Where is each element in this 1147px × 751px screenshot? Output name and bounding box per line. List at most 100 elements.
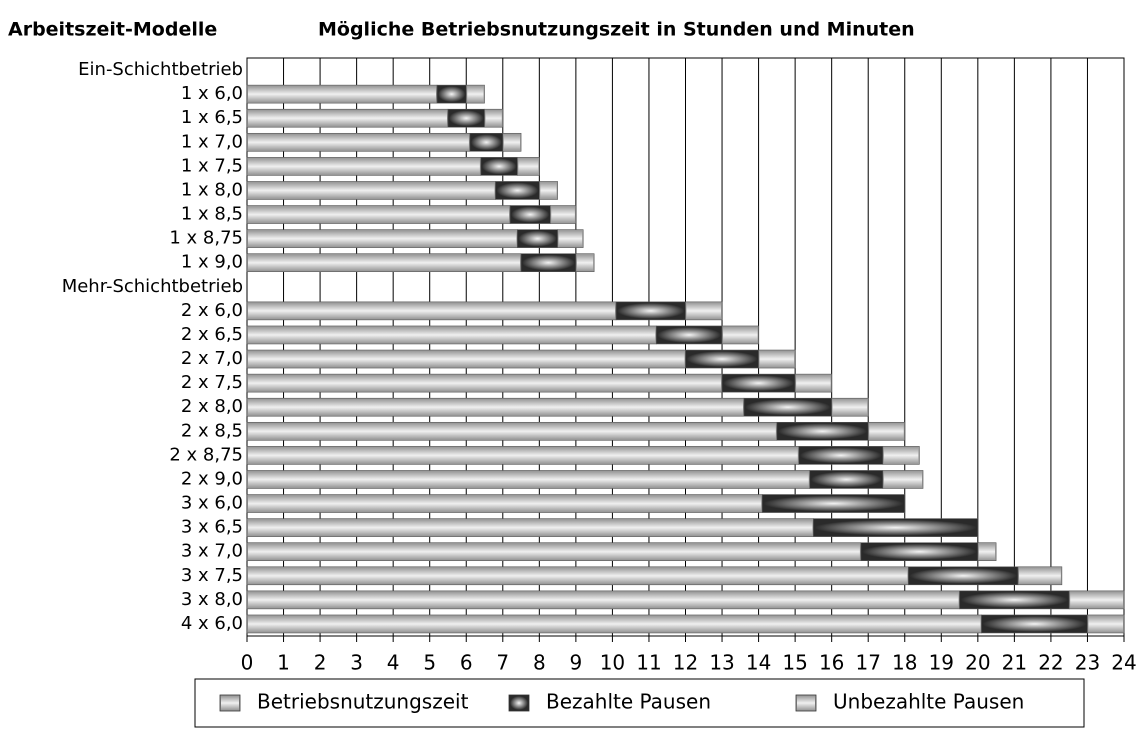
bar-shine — [485, 110, 502, 127]
y-tick-label: 3 x 7,5 — [181, 565, 243, 586]
bar-shine — [522, 254, 575, 271]
x-tick-label: 23 — [1075, 651, 1100, 675]
bar-shine — [248, 423, 776, 440]
bar-shine — [832, 399, 868, 416]
legend-swatch-shine — [510, 696, 528, 710]
bar-shine — [763, 495, 904, 512]
y-tick-label: Ein-Schichtbetrieb — [78, 59, 243, 80]
bar-shine — [248, 351, 685, 368]
bar-shine — [883, 447, 919, 464]
bar-shine — [248, 326, 656, 343]
y-tick-label: 3 x 6,0 — [181, 493, 243, 514]
x-tick-label: 7 — [496, 651, 509, 675]
bar-shine — [657, 326, 722, 343]
bar-shine — [723, 326, 758, 343]
bar-shine — [810, 471, 882, 488]
x-tick-label: 2 — [314, 651, 327, 675]
x-tick-label: 13 — [709, 651, 734, 675]
bar-shine — [777, 423, 868, 440]
y-tick-label: 1 x 6,5 — [181, 107, 243, 128]
bar-shine — [744, 399, 831, 416]
bar-shine — [861, 543, 977, 560]
bar-shine — [686, 351, 758, 368]
legend-box — [194, 678, 1085, 728]
bar-shine — [759, 351, 795, 368]
bar-shine — [248, 471, 809, 488]
y-tick-label: 1 x 7,0 — [181, 131, 243, 152]
bar-shine — [909, 567, 1018, 584]
y-tick-label: 2 x 9,0 — [181, 468, 243, 489]
legend-label: Bezahlte Pausen — [546, 690, 711, 714]
x-tick-label: 0 — [241, 651, 254, 675]
bar-shine — [576, 254, 594, 271]
bar-shine — [960, 591, 1069, 608]
y-tick-label: 2 x 8,5 — [181, 420, 243, 441]
legend-swatch-shine — [221, 696, 239, 710]
x-tick-label: 18 — [892, 651, 917, 675]
y-tick-label: 2 x 8,75 — [169, 444, 243, 465]
x-tick-label: 12 — [673, 651, 698, 675]
bar-shine — [1070, 591, 1123, 608]
x-tick-label: 11 — [636, 651, 661, 675]
bar-shine — [448, 110, 484, 127]
bar-shine — [248, 230, 517, 247]
y-tick-label: 3 x 8,0 — [181, 589, 243, 610]
y-tick-label: 2 x 7,5 — [181, 372, 243, 393]
bar-shine — [883, 471, 923, 488]
x-tick-label: 5 — [423, 651, 436, 675]
y-axis-label: Arbeitszeit-Modelle — [8, 19, 217, 41]
bar-shine — [248, 615, 981, 632]
x-tick-label: 9 — [570, 651, 583, 675]
y-tick-label: 3 x 7,0 — [181, 541, 243, 562]
bar-shine — [248, 206, 510, 223]
bar-shine — [686, 302, 722, 319]
x-tick-label: 8 — [533, 651, 546, 675]
y-tick-label: 1 x 8,5 — [181, 204, 243, 225]
x-tick-label: 15 — [782, 651, 807, 675]
bar-shine — [248, 495, 762, 512]
y-tick-label: 1 x 8,75 — [169, 228, 243, 249]
x-tick-label: 22 — [1038, 651, 1063, 675]
y-tick-label: 2 x 7,0 — [181, 348, 243, 369]
bar-shine — [723, 375, 795, 392]
bar-shine — [982, 615, 1087, 632]
bar-shine — [814, 519, 977, 536]
bar-shine — [248, 302, 616, 319]
x-tick-label: 3 — [350, 651, 363, 675]
y-tick-label: 3 x 6,5 — [181, 517, 243, 538]
y-tick-label: Mehr-Schichtbetrieb — [62, 276, 243, 297]
bar-shine — [438, 86, 466, 103]
bar-shine — [518, 158, 539, 175]
bar-shine — [248, 543, 860, 560]
x-tick-label: 6 — [460, 651, 473, 675]
x-tick-label: 21 — [1002, 651, 1027, 675]
y-tick-label: 1 x 7,5 — [181, 155, 243, 176]
bar-shine — [248, 134, 469, 151]
y-tick-label: 1 x 8,0 — [181, 179, 243, 200]
x-tick-label: 17 — [855, 651, 880, 675]
legend-swatch-shine — [797, 696, 815, 710]
bar-shine — [248, 447, 798, 464]
x-tick-label: 4 — [387, 651, 400, 675]
bar-shine — [248, 254, 521, 271]
bar-shine — [481, 158, 517, 175]
x-tick-label: 16 — [819, 651, 844, 675]
x-tick-label: 10 — [600, 651, 625, 675]
y-tick-label: 2 x 8,0 — [181, 396, 243, 417]
bar-shine — [518, 230, 557, 247]
x-tick-label: 24 — [1111, 651, 1136, 675]
bar-shine — [248, 519, 813, 536]
bar-shine — [503, 134, 521, 151]
bar-shine — [1088, 615, 1123, 632]
bar-shine — [467, 86, 484, 103]
y-tick-label: 1 x 6,0 — [181, 83, 243, 104]
bar-shine — [496, 182, 539, 199]
x-tick-label: 20 — [965, 651, 990, 675]
bar-shine — [869, 423, 904, 440]
y-tick-label: 2 x 6,5 — [181, 324, 243, 345]
bar-shine — [551, 206, 575, 223]
bar-shine — [248, 110, 447, 127]
bar-shine — [248, 375, 722, 392]
bar-shine — [248, 86, 437, 103]
